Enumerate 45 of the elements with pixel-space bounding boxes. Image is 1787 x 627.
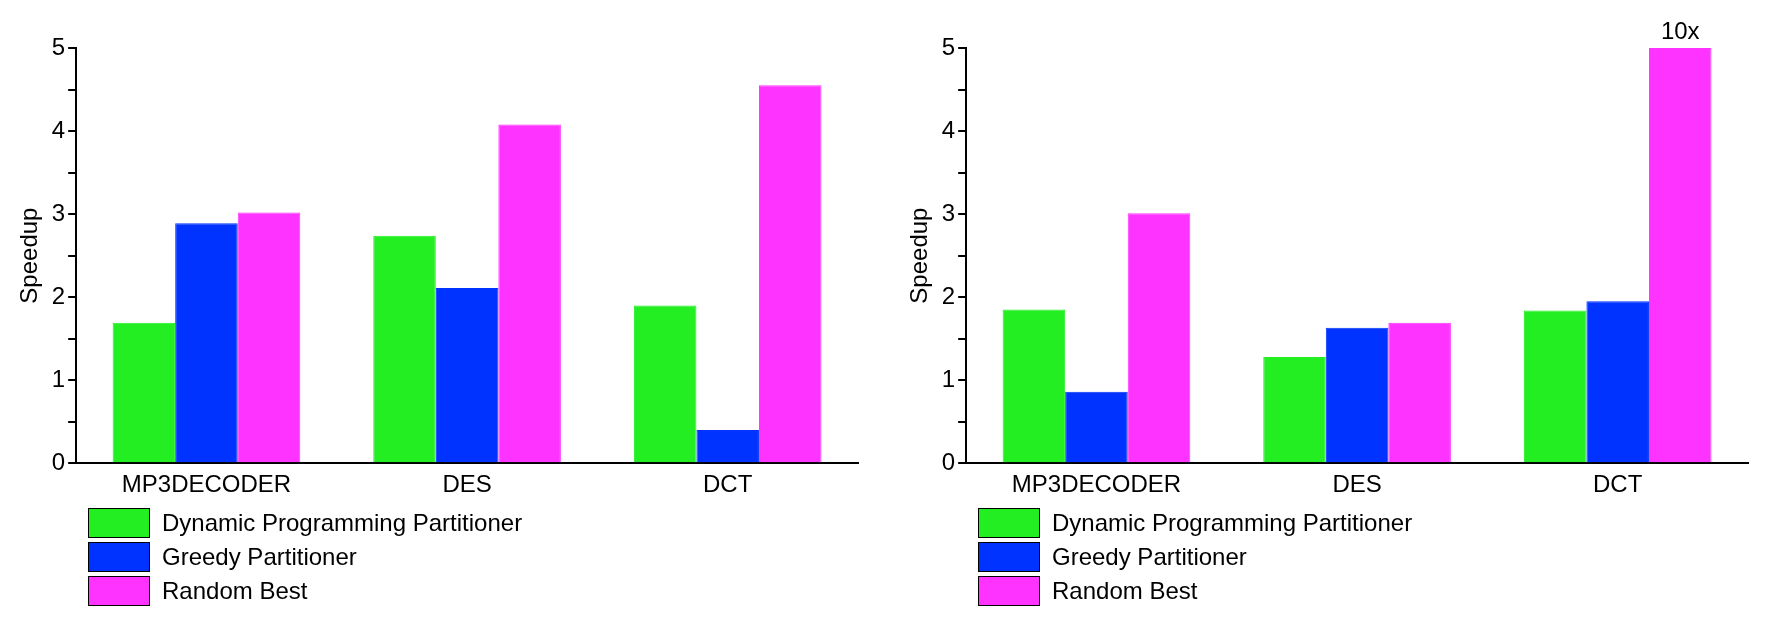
y-tick-label: 5 bbox=[51, 32, 66, 60]
bar bbox=[435, 287, 499, 463]
legend-label: Random Best bbox=[162, 577, 308, 605]
bar bbox=[1325, 327, 1389, 463]
legend-label: Dynamic Programming Partitioner bbox=[162, 509, 523, 537]
y-tick-label: 2 bbox=[51, 281, 66, 309]
bar bbox=[498, 124, 561, 463]
bar bbox=[1648, 48, 1712, 463]
text: 10x bbox=[1660, 16, 1700, 44]
bar bbox=[1586, 301, 1649, 463]
y-tick-label: 3 bbox=[941, 198, 956, 226]
bar bbox=[1523, 310, 1587, 463]
y-tick-label: 1 bbox=[941, 364, 956, 392]
legend-label: Random Best bbox=[1052, 577, 1198, 605]
bar bbox=[237, 212, 301, 463]
x-tick-label: DES bbox=[1332, 470, 1382, 498]
y-tick-label: 0 bbox=[51, 447, 66, 475]
y-tick-label: 3 bbox=[51, 198, 66, 226]
y-tick-label: 0 bbox=[941, 447, 956, 475]
y-tick-label: 1 bbox=[51, 364, 66, 392]
y-tick-label: 5 bbox=[941, 32, 956, 60]
y-axis-title: Speedup bbox=[905, 207, 933, 304]
legend-label: Dynamic Programming Partitioner bbox=[1052, 509, 1413, 537]
x-tick-label: DES bbox=[442, 470, 492, 498]
x-tick-label: MP3DECODER bbox=[1011, 470, 1182, 498]
bar bbox=[696, 429, 759, 463]
y-tick-label: 4 bbox=[51, 115, 66, 143]
x-tick-label: DCT bbox=[1593, 470, 1643, 498]
x-tick-label: MP3DECODER bbox=[121, 470, 292, 498]
y-axis-title: Speedup bbox=[15, 207, 43, 304]
bar bbox=[1127, 213, 1191, 463]
bar bbox=[175, 223, 238, 463]
bar bbox=[1065, 391, 1128, 463]
legend-label: Greedy Partitioner bbox=[162, 543, 357, 571]
y-tick-label: 4 bbox=[941, 115, 956, 143]
bar bbox=[1002, 309, 1066, 463]
legend-label: Greedy Partitioner bbox=[1052, 543, 1247, 571]
bar bbox=[373, 235, 436, 463]
x-tick-label: DCT bbox=[703, 470, 753, 498]
bar bbox=[1388, 322, 1451, 463]
bar bbox=[633, 305, 697, 463]
bar bbox=[758, 85, 822, 463]
y-tick-label: 2 bbox=[941, 281, 956, 309]
bar bbox=[1263, 356, 1326, 463]
bar bbox=[112, 322, 176, 463]
